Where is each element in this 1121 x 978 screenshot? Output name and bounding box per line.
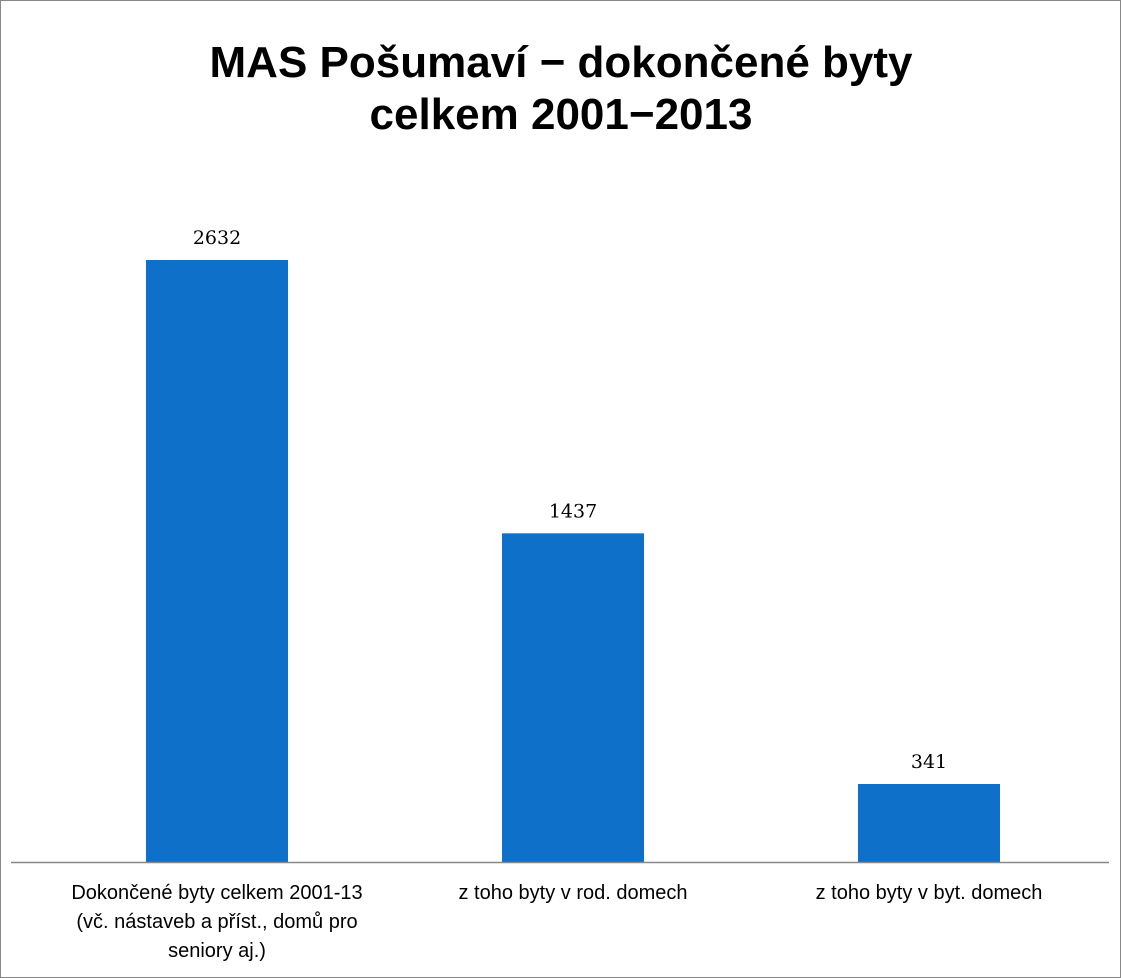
data-label: 341 [911,751,947,773]
bar [858,784,1000,862]
x-tick-label: z toho byty v rod. domech [458,882,688,904]
chart-title: MAS Pošumaví − dokončené byty celkem 200… [209,38,913,139]
x-tick-label: Dokončené byty celkem 2001-13 (vč. násta… [71,882,363,962]
bar [146,260,288,862]
bar [502,533,644,862]
x-tick-label: z toho byty v byt. domech [815,882,1043,904]
data-label: 2632 [193,227,241,249]
data-label: 1437 [549,500,597,522]
